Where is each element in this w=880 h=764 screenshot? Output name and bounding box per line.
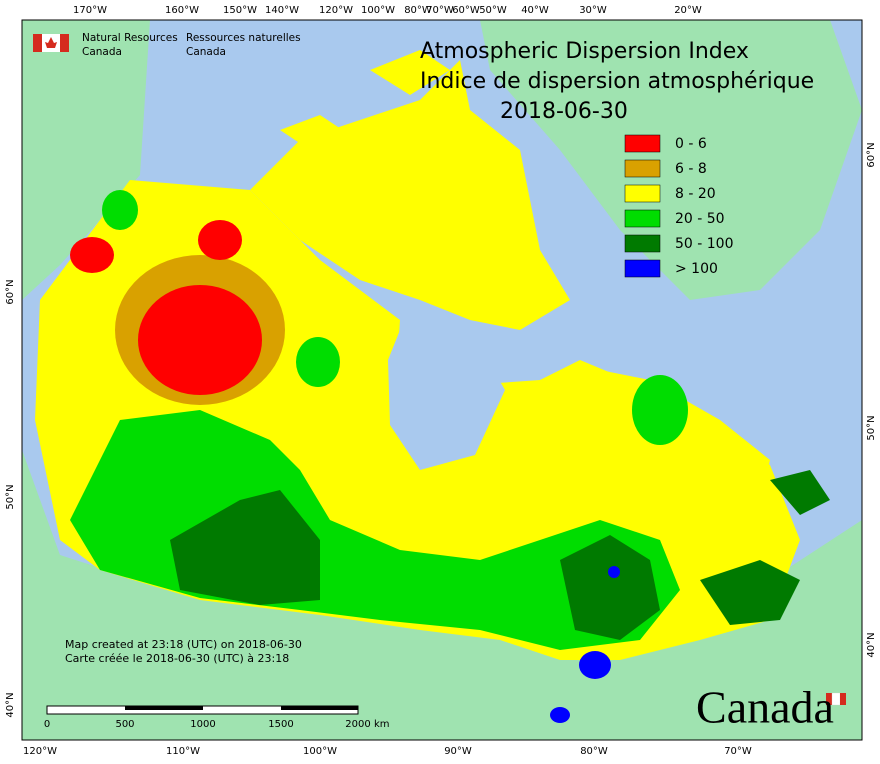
scale-label: 0 (44, 719, 50, 730)
island (370, 50, 450, 95)
graticule-label: 90°W (444, 746, 472, 757)
green-zone (102, 190, 138, 230)
scale-label: 1500 (268, 719, 293, 730)
legend-label: 8 - 20 (675, 186, 716, 202)
map-title: Indice de dispersion atmosphérique (420, 69, 814, 94)
island (280, 115, 350, 150)
red-zone (70, 237, 114, 273)
wordmark: Canada (696, 682, 834, 733)
scale-label: 1000 (190, 719, 215, 730)
org-name-en: Natural Resources (82, 32, 178, 44)
dark-green-zone (700, 560, 800, 625)
map-title: Atmospheric Dispersion Index (420, 39, 749, 64)
graticule-label: 50°N (866, 415, 877, 440)
graticule-label: 120°W (319, 5, 353, 16)
graticule-label: 160°W (165, 5, 199, 16)
greenland (480, 20, 862, 300)
hudson-bay (388, 330, 505, 470)
legend-swatch (624, 159, 661, 178)
org-name-fr: Ressources naturelles (186, 32, 301, 44)
legend-label: 50 - 100 (675, 236, 734, 252)
org-name-fr: Canada (186, 46, 226, 58)
blue-zone (550, 707, 570, 723)
org-name-en: Canada (82, 46, 122, 58)
scale-label: 500 (115, 719, 134, 730)
map (22, 20, 862, 740)
graticule-label: 60°N (866, 142, 877, 167)
graticule-label: 50°N (5, 484, 16, 509)
legend-swatch (624, 134, 661, 153)
legend-swatch (624, 234, 661, 253)
blue-zone (579, 651, 611, 679)
blue-zone (608, 566, 620, 578)
footnote: Map created at 23:18 (UTC) on 2018-06-30 (65, 638, 302, 651)
legend-label: 6 - 8 (675, 161, 707, 177)
united-states (22, 450, 862, 740)
dark-green-zone (560, 535, 660, 640)
graticule-label: 100°W (361, 5, 395, 16)
red-zone (138, 285, 262, 395)
scale-label: 2000 (345, 719, 370, 730)
dark-green-zone (770, 470, 830, 515)
map-frame (21, 19, 863, 741)
map-date: 2018-06-30 (500, 99, 628, 124)
graticule-label: 150°W (223, 5, 257, 16)
graticule-label: 60°W (452, 5, 480, 16)
dark-green-zone (170, 490, 320, 605)
graticule-label: 110°W (166, 746, 200, 757)
legend-label: 0 - 6 (675, 136, 707, 152)
legend-swatch (624, 184, 661, 203)
legend-swatch (624, 259, 661, 278)
scale-unit: km (374, 719, 390, 730)
graticule-label: 70°W (724, 746, 752, 757)
graticule-label: 120°W (23, 746, 57, 757)
legend-label: 20 - 50 (675, 211, 725, 227)
graticule-label: 40°W (521, 5, 549, 16)
graticule-label: 60°N (5, 279, 16, 304)
legend-swatch (624, 209, 661, 228)
graticule-label: 50°W (479, 5, 507, 16)
scale-bar (125, 706, 203, 710)
labrador (510, 370, 770, 520)
graticule-label: 80°W (580, 746, 608, 757)
graticule-label: 140°W (265, 5, 299, 16)
graticule-label: 20°W (674, 5, 702, 16)
graticule-label: 70°W (426, 5, 454, 16)
graticule-label: 100°W (303, 746, 337, 757)
graticule-label: 30°W (579, 5, 607, 16)
scale-bar (281, 706, 358, 710)
red-zone (198, 220, 242, 260)
graticule-label: 40°N (866, 632, 877, 657)
arctic-islands (250, 60, 570, 330)
green-zone (296, 337, 340, 387)
footnote: Carte créée le 2018-06-30 (UTC) à 23:18 (65, 652, 289, 665)
alaska (22, 20, 150, 300)
logo (33, 34, 846, 706)
legend-label: > 100 (675, 261, 718, 277)
graticule-label: 80°W (404, 5, 432, 16)
green-zone (632, 375, 688, 445)
graticule-label: 170°W (73, 5, 107, 16)
graticule-label: 40°N (5, 692, 16, 717)
